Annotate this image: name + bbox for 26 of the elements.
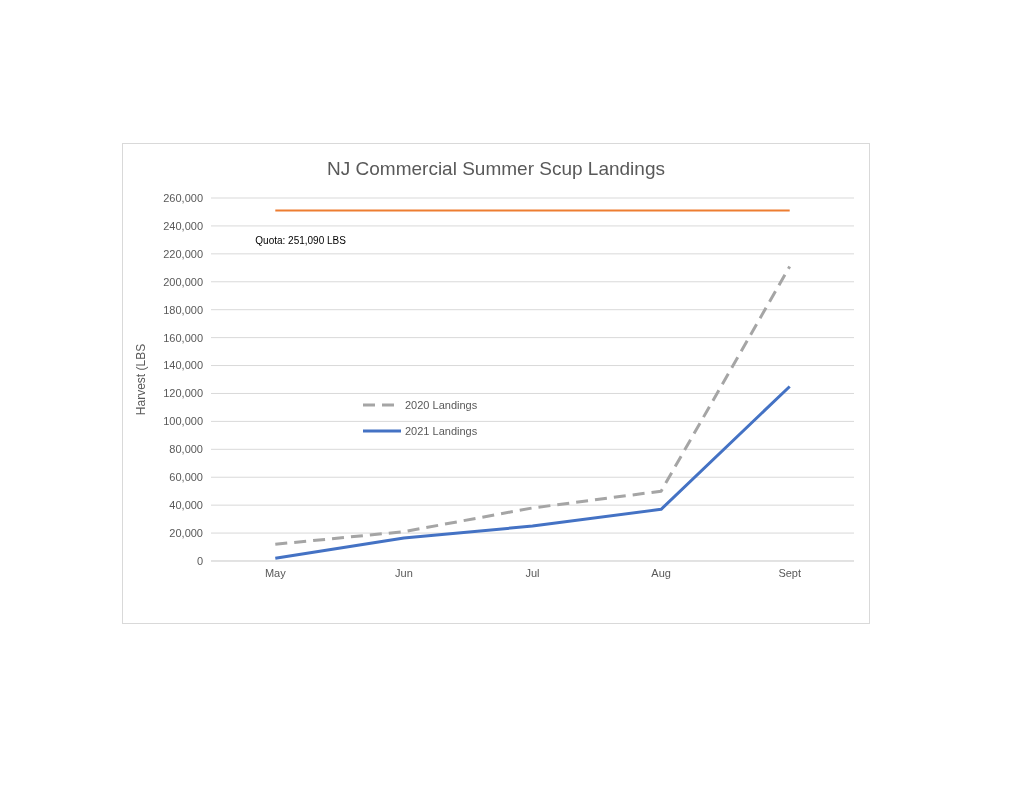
x-tick-label: Sept [778, 566, 802, 579]
legend-label: 2020 Landings [405, 399, 478, 411]
y-tick-label: 20,000 [169, 526, 203, 539]
y-tick-label: 140,000 [163, 359, 203, 372]
y-tick-label: 80,000 [169, 443, 203, 456]
y-tick-label: 240,000 [163, 219, 203, 232]
y-tick-label: 120,000 [163, 387, 203, 400]
ref-line-label: Quota: 251,090 LBS [255, 235, 347, 247]
x-tick-label: May [264, 566, 287, 579]
x-tick-label: Aug [651, 566, 671, 579]
y-tick-label: 200,000 [163, 275, 203, 288]
y-tick-label: 260,000 [163, 191, 203, 204]
line-series [273, 264, 792, 546]
y-tick-label: 100,000 [163, 415, 203, 428]
y-tick-label: 180,000 [163, 303, 203, 316]
y-tick-label: 40,000 [169, 499, 203, 512]
y-tick-label: 60,000 [169, 471, 203, 484]
y-tick-label: 0 [196, 554, 203, 567]
x-tick-label: Jul [525, 566, 540, 579]
x-tick-label: Jun [395, 566, 413, 579]
chart-title: NJ Commercial Summer Scup Landings [326, 158, 666, 180]
legend-label: 2021 Landings [405, 425, 478, 437]
y-tick-label: 160,000 [163, 331, 203, 344]
line-series [273, 384, 792, 560]
y-tick-label: 220,000 [163, 247, 203, 260]
y-axis-title: Harvest (LBS [134, 343, 149, 416]
